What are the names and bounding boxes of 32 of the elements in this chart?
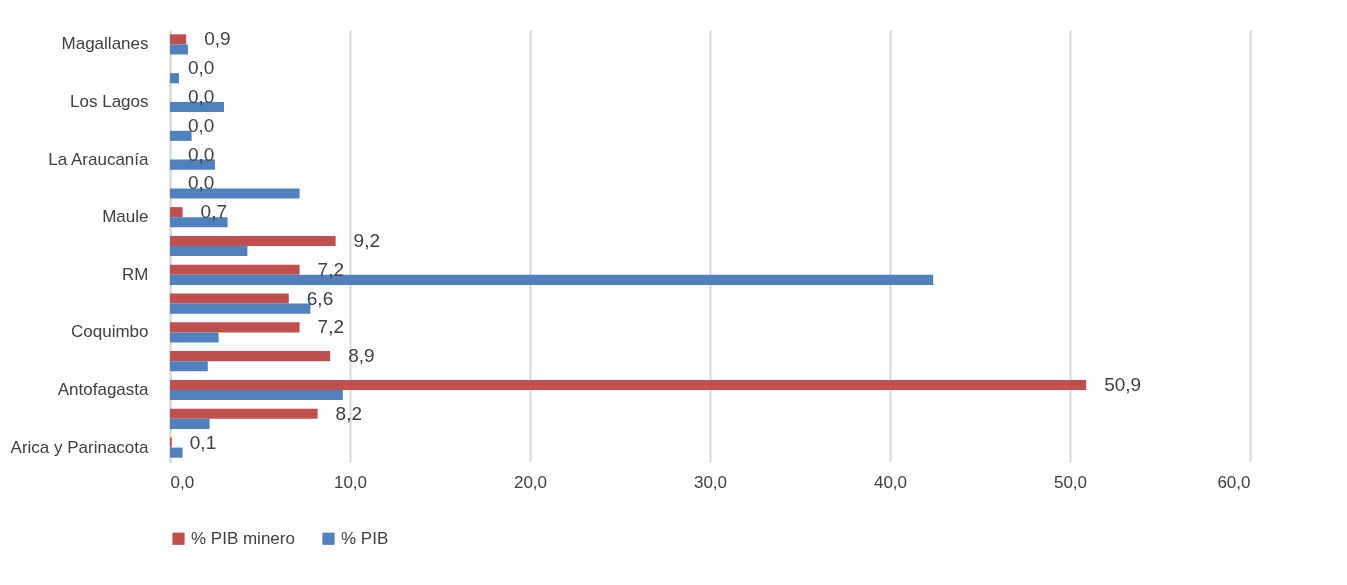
legend-label: % PIB minero (191, 528, 295, 548)
data-label: 7,2 (317, 258, 345, 280)
data-label: 6,6 (306, 287, 334, 309)
y-tick-label: La Araucanía (48, 149, 150, 169)
data-label: 0,0 (188, 114, 215, 136)
data-label: 7,2 (317, 316, 345, 338)
data-label: 0,1 (189, 431, 217, 453)
data-label: 0,0 (188, 172, 215, 194)
y-tick-label: Coquimbo (71, 322, 149, 342)
data-label: 0,7 (200, 201, 228, 223)
data-label: 0,0 (188, 85, 215, 107)
data-label: 0,0 (188, 143, 215, 165)
data-label: 8,2 (335, 402, 363, 424)
data-label: 0,9 (204, 28, 231, 50)
data-label: 9,2 (353, 229, 381, 251)
x-tick-label: 50,0 (1053, 472, 1088, 492)
x-tick-label: 60,0 (1217, 472, 1251, 492)
y-tick-label: Magallanes (61, 34, 149, 54)
data-label: 0,0 (188, 57, 215, 79)
y-tick-label: Antofagasta (57, 380, 150, 399)
legend-label: % PIB (341, 528, 389, 548)
x-tick-label: 10,0 (333, 472, 368, 492)
x-tick-label: 30,0 (693, 472, 728, 492)
y-tick-label: Arica y Parinacota (10, 437, 150, 457)
data-label: 50,9 (1104, 373, 1142, 395)
y-tick-label: Los Lagos (70, 92, 149, 111)
x-tick-label: 0,0 (170, 472, 195, 492)
x-tick-label: 20,0 (513, 472, 548, 492)
x-tick-label: 40,0 (873, 472, 908, 492)
y-tick-label: Maule (102, 207, 149, 227)
y-tick-label: RM (122, 264, 149, 284)
data-label: 8,9 (348, 345, 375, 367)
